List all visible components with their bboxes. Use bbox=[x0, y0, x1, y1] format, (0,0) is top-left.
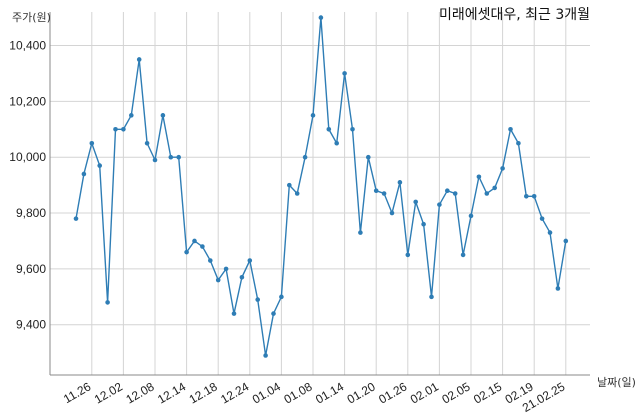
x-tick-label: 02.01 bbox=[408, 379, 441, 406]
data-point bbox=[247, 258, 253, 263]
y-tick-label: 10,200 bbox=[9, 94, 46, 108]
data-point bbox=[539, 216, 545, 221]
data-point bbox=[334, 140, 340, 146]
data-point bbox=[326, 126, 332, 132]
data-point bbox=[294, 191, 300, 196]
y-tick-label: 9,800 bbox=[16, 206, 46, 220]
data-point bbox=[105, 300, 110, 305]
data-point bbox=[524, 193, 529, 199]
data-point bbox=[405, 252, 411, 258]
x-tick-label: 12.14 bbox=[155, 379, 188, 406]
data-point bbox=[279, 294, 284, 300]
x-tick-label: 12.18 bbox=[187, 379, 220, 406]
x-tick-label: 01.04 bbox=[250, 379, 283, 406]
grid-layer bbox=[50, 12, 590, 375]
data-point bbox=[508, 126, 513, 132]
data-point bbox=[136, 57, 142, 62]
data-point bbox=[231, 311, 237, 316]
data-point bbox=[460, 252, 466, 258]
data-point bbox=[555, 286, 561, 291]
y-tick-label: 10,400 bbox=[9, 39, 46, 53]
x-axis-title: 날짜(일) bbox=[597, 375, 636, 389]
data-point bbox=[239, 274, 245, 280]
data-point bbox=[97, 163, 102, 168]
data-point bbox=[271, 311, 276, 316]
x-tick-label: 01.20 bbox=[345, 379, 378, 406]
data-point bbox=[144, 140, 150, 146]
data-point bbox=[215, 277, 221, 283]
data-point bbox=[302, 154, 308, 160]
y-tick-label: 10,000 bbox=[9, 150, 46, 164]
data-point bbox=[81, 171, 87, 177]
x-tick-label: 02.05 bbox=[439, 379, 472, 406]
data-point bbox=[184, 249, 189, 255]
data-point bbox=[89, 140, 95, 146]
data-point bbox=[437, 202, 442, 207]
x-tick-label: 01.26 bbox=[376, 379, 409, 406]
data-point bbox=[129, 113, 134, 118]
data-point bbox=[192, 238, 197, 244]
data-point bbox=[547, 230, 553, 235]
x-tick-label: 01.08 bbox=[281, 379, 314, 406]
series-layer bbox=[73, 15, 569, 358]
x-tick-label: 12.02 bbox=[92, 379, 125, 406]
data-point bbox=[168, 154, 174, 160]
data-point bbox=[255, 297, 260, 302]
data-point bbox=[121, 126, 126, 132]
data-point bbox=[342, 71, 347, 76]
data-point bbox=[429, 294, 434, 300]
x-tick-label: 12.24 bbox=[218, 379, 251, 406]
data-point bbox=[113, 126, 118, 132]
y-tick-label: 9,400 bbox=[16, 318, 46, 332]
data-point bbox=[200, 244, 205, 249]
data-point bbox=[500, 166, 505, 171]
data-point bbox=[389, 210, 395, 216]
data-point bbox=[397, 180, 403, 185]
data-point bbox=[421, 221, 426, 227]
data-point bbox=[452, 191, 458, 196]
data-point bbox=[208, 258, 213, 263]
y-axis-title: 주가(원) bbox=[12, 11, 51, 24]
data-point bbox=[531, 193, 537, 199]
data-point bbox=[287, 182, 292, 188]
data-point bbox=[73, 216, 79, 221]
data-point bbox=[445, 188, 450, 194]
x-tick-label: 11.26 bbox=[61, 379, 94, 406]
data-point bbox=[152, 157, 158, 163]
data-point bbox=[516, 140, 521, 146]
data-point bbox=[318, 15, 324, 20]
series-line bbox=[75, 17, 567, 356]
axis-layer bbox=[49, 12, 590, 376]
data-point bbox=[160, 113, 166, 118]
data-point bbox=[413, 199, 419, 205]
data-point bbox=[223, 266, 229, 272]
data-point bbox=[468, 213, 474, 219]
data-point bbox=[176, 154, 181, 160]
data-point bbox=[366, 154, 371, 160]
data-point bbox=[373, 188, 379, 194]
data-point bbox=[358, 230, 363, 235]
data-point bbox=[310, 113, 316, 118]
label-layer: 미래에셋대우, 최근 3개월 주가(원) 날짜(일) 9,400 9,600 9,8… bbox=[9, 7, 636, 414]
data-point bbox=[563, 238, 569, 244]
data-point bbox=[263, 353, 268, 358]
data-point bbox=[476, 174, 482, 180]
x-tick-label: 02.15 bbox=[471, 379, 504, 406]
y-tick-label: 9,600 bbox=[16, 262, 46, 276]
data-point bbox=[492, 185, 498, 191]
data-point bbox=[484, 191, 490, 196]
data-point bbox=[381, 191, 387, 196]
x-tick-label: 01.14 bbox=[313, 379, 346, 406]
x-tick-label: 12.08 bbox=[123, 379, 156, 406]
chart-title: 미래에셋대우, 최근 3개월 bbox=[439, 7, 590, 23]
data-point bbox=[350, 126, 355, 132]
